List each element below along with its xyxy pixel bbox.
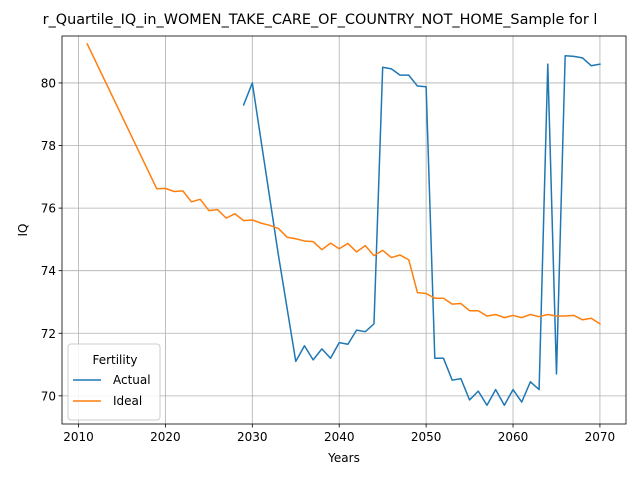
y-axis-label: IQ — [16, 224, 30, 237]
x-axis-label: Years — [327, 451, 360, 465]
chart-title: r_Quartile_IQ_in_WOMEN_TAKE_CARE_OF_COUN… — [43, 12, 598, 28]
y-tick-label: 78 — [41, 139, 56, 153]
y-tick-label: 72 — [41, 327, 56, 341]
legend-label-ideal: Ideal — [113, 394, 142, 408]
x-tick-label: 2060 — [498, 430, 529, 444]
x-tick-label: 2040 — [324, 430, 355, 444]
legend: Fertility Actual Ideal — [67, 343, 161, 421]
legend-title: Fertility — [92, 353, 137, 367]
legend-label-actual: Actual — [113, 373, 151, 387]
y-tick-label: 80 — [41, 76, 56, 90]
y-tick-label: 74 — [41, 264, 56, 278]
series-line-ideal — [86, 42, 601, 325]
x-tick-label: 2020 — [150, 430, 181, 444]
x-tick-label: 2030 — [237, 430, 268, 444]
series-layer — [86, 42, 601, 406]
y-tick-label: 76 — [41, 202, 56, 216]
x-tick-label: 2070 — [585, 430, 616, 444]
series-line-actual — [242, 54, 601, 406]
plot-frame — [61, 35, 627, 425]
ticks: 2010 2020 2030 2040 2050 2060 2070 70 72 74 76 78 80 — [41, 76, 615, 444]
x-tick-label: 2010 — [63, 430, 94, 444]
x-tick-label: 2050 — [411, 430, 442, 444]
y-tick-label: 70 — [41, 389, 56, 403]
